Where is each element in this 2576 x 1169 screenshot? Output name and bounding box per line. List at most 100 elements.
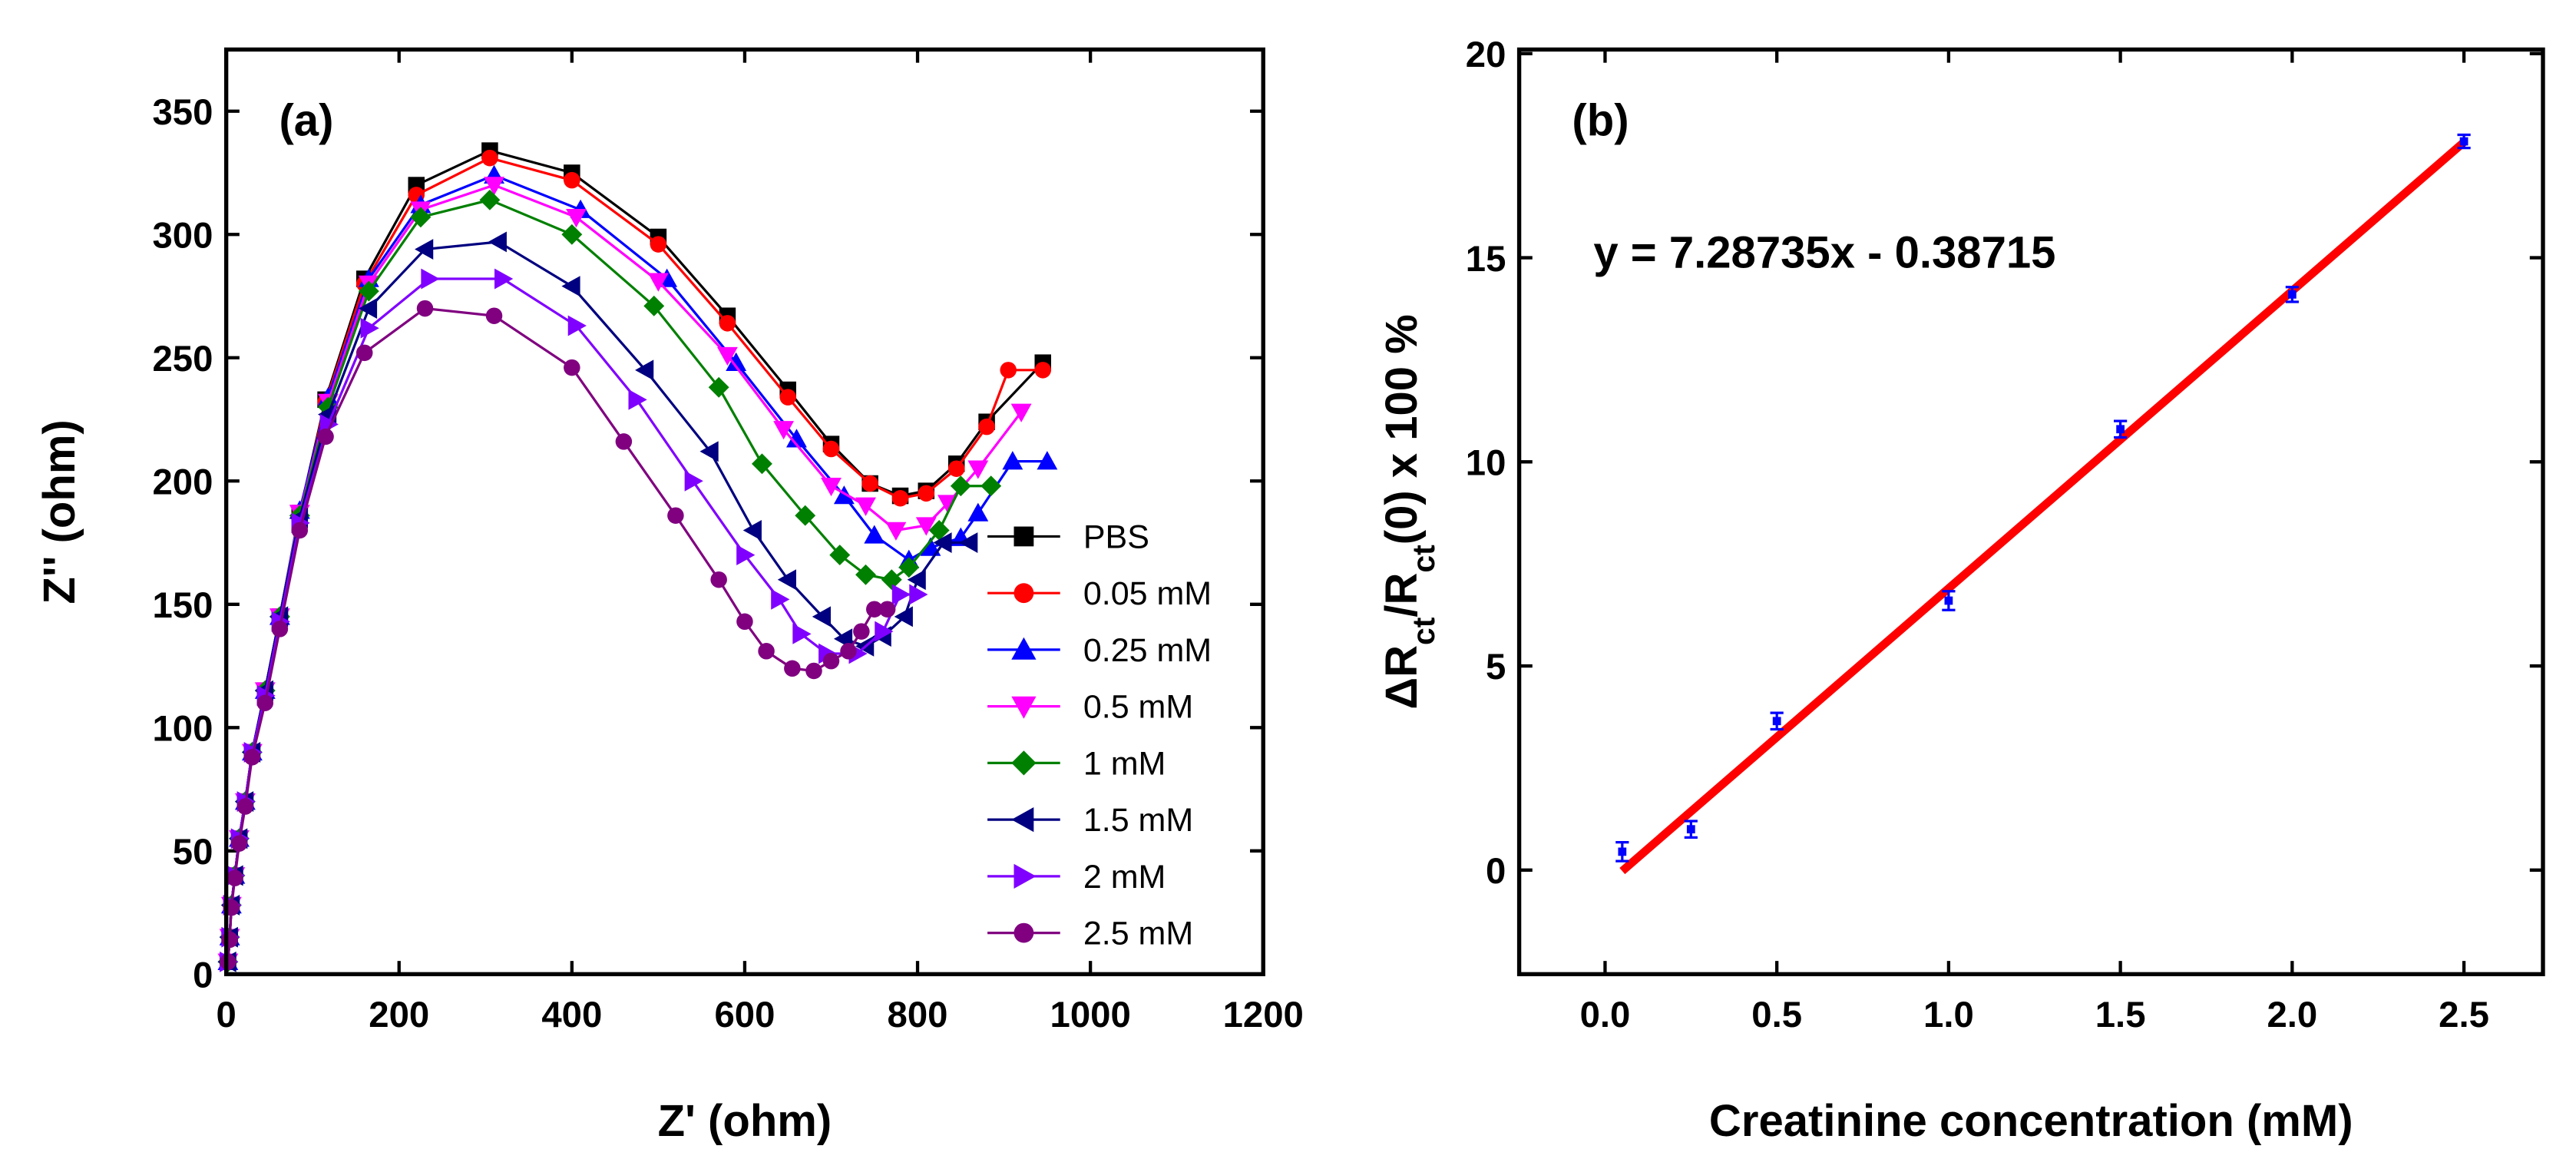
marker	[699, 441, 719, 462]
marker	[792, 623, 812, 644]
marker	[236, 798, 254, 815]
marker	[481, 149, 498, 167]
marker	[2116, 425, 2125, 434]
marker	[479, 189, 501, 210]
marker	[822, 440, 840, 458]
marker	[1772, 717, 1781, 726]
marker	[615, 433, 633, 450]
y-tick-label: 150	[152, 585, 213, 626]
marker	[719, 315, 736, 332]
marker	[628, 389, 647, 410]
marker	[227, 869, 243, 886]
legend-marker	[1011, 806, 1034, 833]
legend-marker	[1011, 696, 1037, 719]
plot-frame	[223, 47, 1265, 977]
y-axis-label: ΔRct/Rct(0) x 100 %	[1377, 314, 1441, 709]
y-tick-label: 250	[152, 339, 213, 379]
y-tick-label: 0	[1486, 851, 1506, 892]
y-tick-label: 100	[152, 709, 213, 750]
marker	[736, 613, 753, 631]
marker	[291, 522, 309, 539]
marker	[933, 532, 952, 553]
marker	[853, 623, 870, 640]
marker	[812, 606, 831, 628]
legend-label: 0.25 mM	[1083, 632, 1212, 669]
marker	[833, 485, 855, 505]
marker	[875, 621, 894, 642]
marker	[561, 224, 583, 245]
marker	[416, 300, 434, 317]
legend-marker	[1014, 583, 1034, 604]
marker	[485, 307, 503, 324]
legend-label: 1 mM	[1083, 745, 1166, 782]
legend-label: 0.05 mM	[1083, 575, 1212, 612]
marker	[2459, 137, 2469, 146]
equation: y = 7.28735x - 0.38715	[1593, 227, 2055, 277]
marker	[488, 231, 507, 253]
marker	[421, 268, 440, 290]
marker	[742, 520, 762, 541]
marker	[920, 537, 941, 556]
x-axis-label: Z' (ohm)	[658, 1096, 832, 1146]
marker	[667, 507, 684, 524]
marker	[947, 460, 965, 477]
marker	[564, 171, 580, 189]
x-tick-label: 2.0	[2267, 995, 2317, 1035]
legend-marker	[1014, 863, 1037, 889]
marker	[716, 346, 738, 366]
marker	[918, 485, 935, 502]
marker	[928, 520, 950, 541]
legend-marker	[1014, 922, 1034, 943]
marker	[494, 268, 514, 290]
y-tick-label: 10	[1466, 443, 1506, 484]
marker	[840, 643, 857, 660]
marker	[855, 564, 876, 585]
marker	[915, 517, 937, 536]
x-tick-label: 600	[714, 995, 775, 1035]
marker	[894, 606, 913, 628]
legend-label: 2.5 mM	[1083, 916, 1193, 952]
panel-label: (a)	[279, 95, 333, 145]
y-tick-label: 200	[152, 462, 213, 502]
marker	[1037, 451, 1058, 470]
marker	[752, 453, 772, 475]
marker	[866, 601, 883, 618]
marker	[635, 359, 654, 381]
y-axis-label-part: ct	[1406, 617, 1441, 645]
y-tick-label: 50	[173, 832, 213, 873]
marker	[358, 298, 378, 320]
marker	[779, 389, 796, 406]
marker	[564, 359, 580, 376]
legend-label: PBS	[1083, 518, 1149, 555]
legend-marker	[1014, 526, 1034, 547]
x-tick-label: 0	[216, 995, 236, 1035]
marker	[771, 588, 790, 610]
marker	[647, 273, 669, 292]
y-tick-label: 300	[152, 215, 213, 256]
marker	[271, 621, 289, 637]
marker	[710, 571, 727, 588]
marker	[861, 475, 878, 492]
marker	[909, 584, 928, 605]
x-tick-label: 2.5	[2439, 995, 2489, 1035]
marker	[684, 470, 703, 492]
y-axis-label-part: /R	[1377, 573, 1427, 618]
marker	[855, 497, 876, 516]
series-line	[227, 149, 1044, 962]
marker	[967, 502, 989, 522]
marker	[784, 660, 801, 677]
marker	[786, 429, 807, 448]
marker	[243, 749, 261, 766]
marker	[566, 209, 587, 228]
marker	[410, 207, 432, 228]
marker	[708, 376, 729, 398]
legend-label: 1.5 mM	[1083, 802, 1193, 839]
marker	[864, 525, 885, 544]
marker	[967, 460, 989, 479]
marker	[230, 835, 248, 852]
marker	[1010, 403, 1032, 422]
marker	[355, 344, 373, 362]
marker	[959, 532, 978, 553]
marker	[777, 569, 796, 591]
